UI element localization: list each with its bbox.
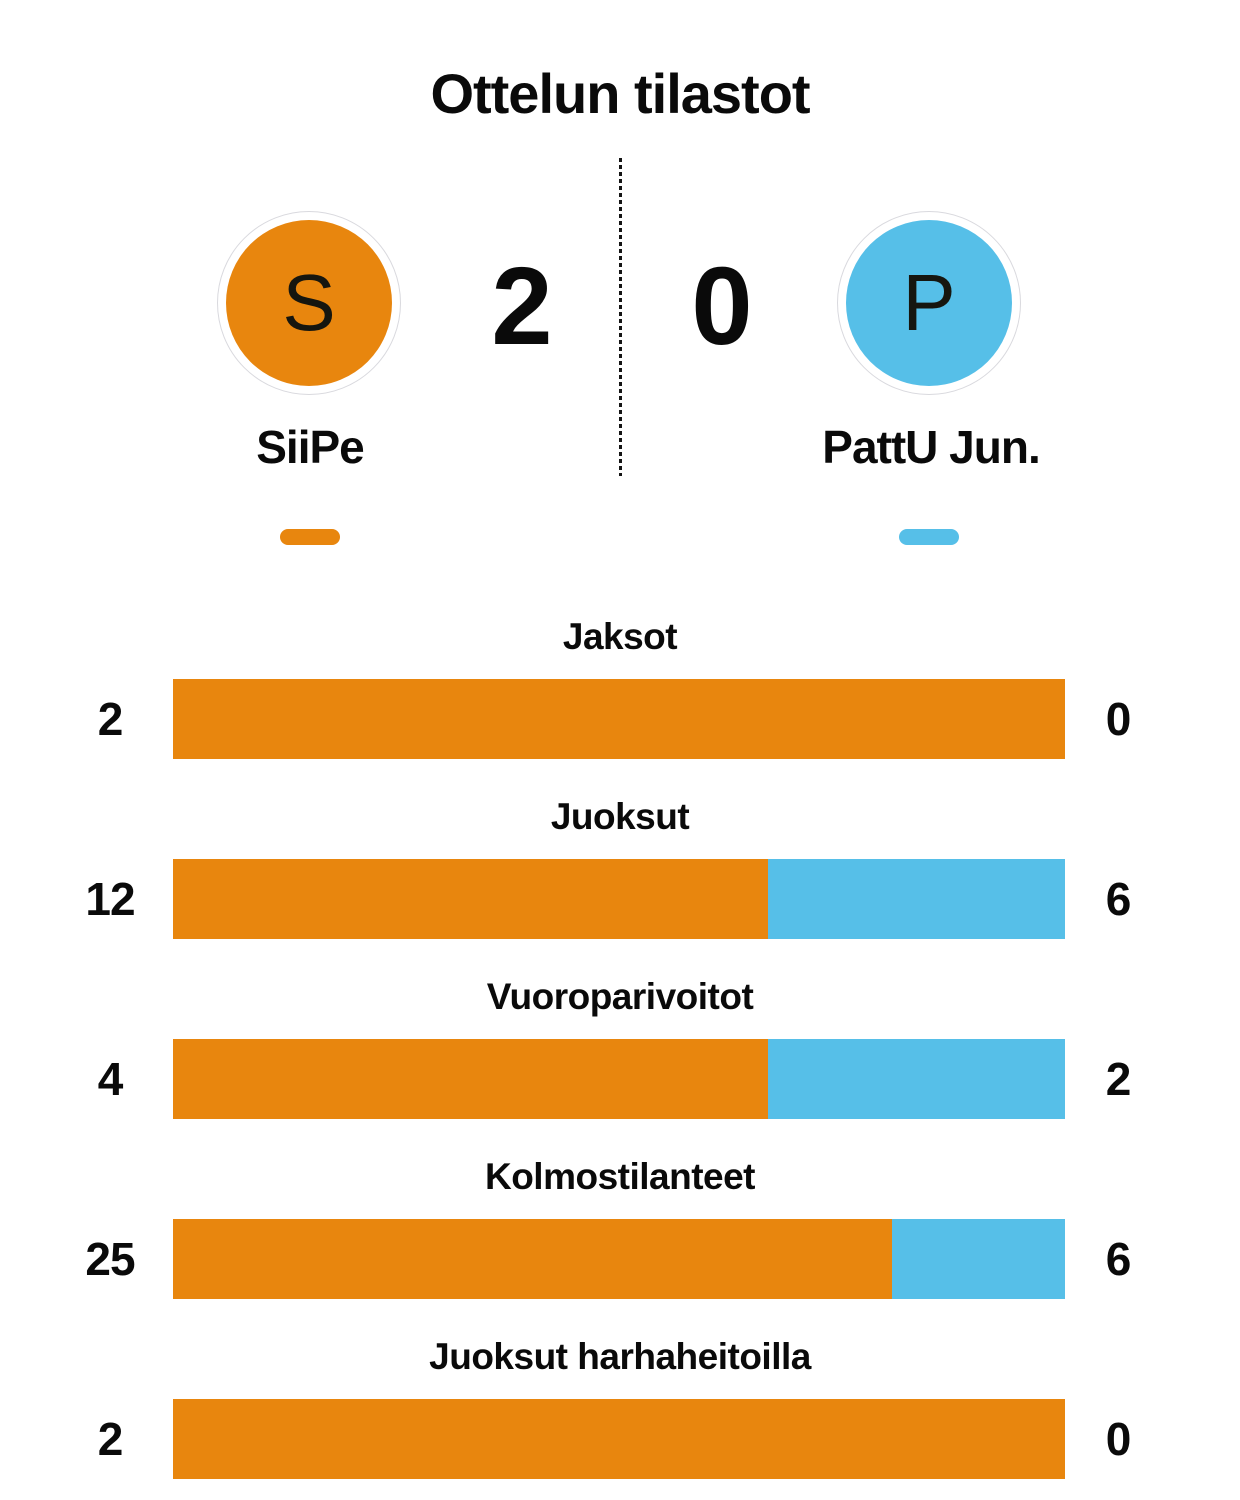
stat-bar-away-segment: [767, 1039, 1065, 1119]
stat-home-value: 2: [97, 693, 124, 745]
stat-away-value: 0: [1105, 693, 1132, 745]
home-team-logo: S: [217, 211, 403, 395]
home-team-initial: S: [226, 220, 392, 386]
stat-bar-home-segment: [173, 679, 1065, 759]
stat-home-value: 2: [97, 1413, 124, 1465]
away-team-name: PattU Jun.: [822, 421, 1040, 473]
stat-bar: [173, 859, 1065, 939]
away-legend-pill: [899, 529, 959, 545]
stat-bar-home-segment: [173, 859, 768, 939]
scoreboard: S 2 0 P SiiPe PattU Jun.: [0, 120, 1240, 600]
stats-section: Jaksot 2 0 Juoksut 12 6 Vuoroparivoitot …: [0, 600, 1240, 1500]
away-team-logo-ring: P: [837, 211, 1021, 395]
stat-bar: [173, 1039, 1065, 1119]
stat-bar: [173, 679, 1065, 759]
stat-away-value: 6: [1105, 873, 1132, 925]
stat-bar-home-segment: [173, 1219, 893, 1299]
stat-label: Jaksot: [562, 616, 678, 657]
stat-away-value: 2: [1105, 1053, 1132, 1105]
stat-home-value: 12: [85, 873, 135, 925]
dashed-divider-line: [619, 158, 622, 476]
stat-away-value: 6: [1105, 1233, 1132, 1285]
stat-label: Vuoroparivoitot: [486, 976, 754, 1017]
page-title: Ottelun tilastot: [430, 62, 810, 125]
home-team-logo-ring: S: [217, 211, 401, 395]
stat-bar-away-segment: [892, 1219, 1065, 1299]
away-team-logo: P: [837, 211, 1023, 395]
stat-row: Kolmostilanteet 25 6: [0, 1140, 1240, 1320]
stat-label: Juoksut: [550, 796, 690, 837]
stat-bar-home-segment: [173, 1039, 768, 1119]
home-score: 2: [491, 245, 552, 368]
stat-label: Juoksut harhaheitoilla: [429, 1336, 811, 1377]
stat-row: Vuoroparivoitot 4 2: [0, 960, 1240, 1140]
away-score: 0: [691, 245, 752, 368]
home-team-name: SiiPe: [256, 421, 365, 473]
stat-row: Juoksut 12 6: [0, 780, 1240, 960]
stat-row: Jaksot 2 0: [0, 600, 1240, 780]
stat-bar: [173, 1219, 1065, 1299]
stat-bar: [173, 1399, 1065, 1479]
stat-bar-away-segment: [767, 859, 1065, 939]
stat-home-value: 25: [85, 1233, 135, 1285]
home-legend-pill: [280, 529, 340, 545]
stat-home-value: 4: [97, 1053, 124, 1105]
stat-label: Kolmostilanteet: [484, 1156, 756, 1197]
stat-bar-home-segment: [173, 1399, 1065, 1479]
stat-row: Juoksut harhaheitoilla 2 0: [0, 1320, 1240, 1500]
stat-away-value: 0: [1105, 1413, 1132, 1465]
away-team-initial: P: [846, 220, 1012, 386]
